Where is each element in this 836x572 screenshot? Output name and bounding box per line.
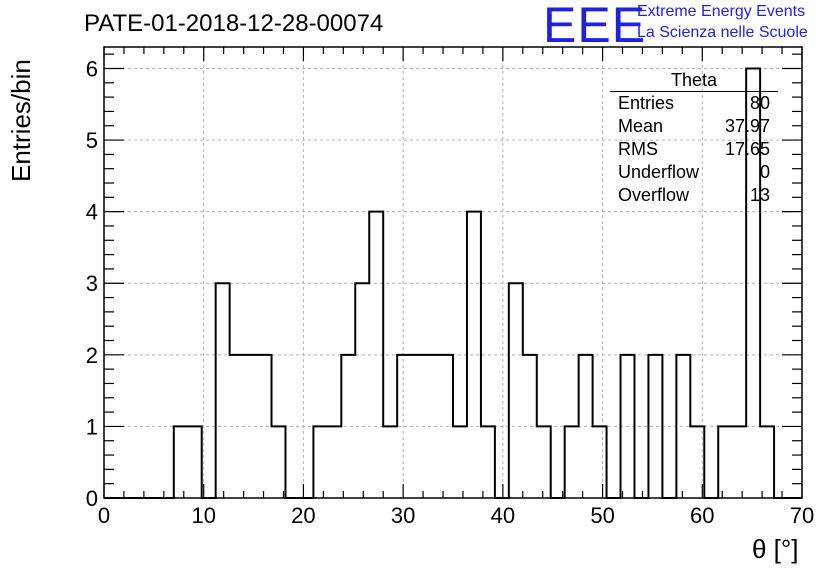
- stats-label: Overflow: [618, 185, 690, 205]
- histogram-bin: [467, 212, 481, 498]
- histogram-bin: [327, 426, 341, 498]
- stats-label: Entries: [618, 93, 675, 113]
- stats-row-mean: Mean 37.97: [610, 115, 778, 138]
- histogram-bin: [481, 426, 495, 498]
- histogram-bin: [453, 426, 467, 498]
- y-tick-label: 3: [86, 271, 98, 296]
- histogram-outline: [104, 67, 802, 499]
- histogram-bin: [509, 283, 523, 498]
- histogram-bin: [648, 355, 662, 498]
- x-tick-label: 20: [291, 503, 315, 528]
- histogram-bin: [397, 355, 411, 498]
- histogram-bin: [411, 355, 425, 498]
- stats-row-entries: Entries 80: [610, 92, 778, 115]
- histogram-bin: [425, 355, 439, 498]
- histogram-bin: [272, 426, 286, 498]
- stats-row-underflow: Underflow 0: [610, 161, 778, 184]
- stats-label: Underflow: [618, 162, 700, 182]
- histogram-bin: [439, 355, 453, 498]
- stats-label: Mean: [618, 116, 664, 136]
- y-axis-label: Entries/bin: [6, 59, 36, 182]
- stats-value: 0: [759, 162, 770, 182]
- histogram-bin: [355, 283, 369, 498]
- eee-logo: EEE: [543, 0, 647, 53]
- histogram-bin: [718, 426, 732, 498]
- stats-label: RMS: [618, 139, 658, 159]
- histogram-bin: [174, 426, 188, 498]
- histogram-bin: [593, 426, 607, 498]
- histogram-bin: [216, 283, 230, 498]
- histogram-bin: [230, 355, 244, 498]
- histogram-bin: [537, 426, 551, 498]
- chart-title: PATE-01-2018-12-28-00074: [84, 10, 384, 37]
- histogram-bin: [760, 426, 774, 498]
- histogram-bin: [313, 426, 327, 498]
- y-tick-label: 5: [86, 128, 98, 153]
- logo-subtitle-1: Extreme Energy Events: [637, 3, 806, 20]
- x-tick-label: 70: [790, 503, 814, 528]
- histogram-bin: [369, 212, 383, 498]
- histogram-bin: [579, 355, 593, 498]
- histogram-bin: [523, 355, 537, 498]
- stats-title: Theta: [610, 70, 778, 92]
- y-tick-label: 4: [86, 200, 98, 225]
- histogram-bin: [676, 355, 690, 498]
- logo-subtitle-2: La Scienza nelle Scuole: [637, 24, 808, 41]
- y-tick-label: 2: [86, 343, 98, 368]
- y-tick-label: 1: [86, 414, 98, 439]
- histogram-bin: [258, 355, 272, 498]
- y-tick-label: 0: [86, 486, 98, 511]
- y-tick-label: 6: [86, 56, 98, 81]
- histogram-bin: [188, 426, 202, 498]
- histogram-bin: [341, 355, 355, 498]
- x-axis-label: θ [°]: [752, 534, 799, 564]
- histogram-bin: [732, 426, 746, 498]
- histogram-bin: [244, 355, 258, 498]
- stats-value: 37.97: [724, 116, 770, 136]
- tick-labels: 0 10 20 30 40 50 60 70 0 1 2 3 4 5 6: [86, 56, 814, 528]
- stats-value: 17.65: [724, 139, 770, 159]
- histogram-bin: [383, 426, 397, 498]
- histogram-bin: [621, 355, 635, 498]
- x-tick-label: 10: [191, 503, 215, 528]
- stats-box: Theta Entries 80 Mean 37.97 RMS 17.65 Un…: [610, 70, 778, 207]
- stats-row-rms: RMS 17.65: [610, 138, 778, 161]
- x-tick-label: 50: [590, 503, 614, 528]
- axis-ticks: [103, 47, 803, 499]
- stats-row-overflow: Overflow 13: [610, 184, 778, 207]
- plot-frame: [103, 46, 803, 499]
- stats-value: 80: [749, 93, 770, 113]
- histogram-bin: [565, 426, 579, 498]
- x-tick-label: 30: [391, 503, 415, 528]
- x-tick-label: 40: [491, 503, 515, 528]
- x-tick-label: 60: [690, 503, 714, 528]
- stats-value: 13: [749, 185, 770, 205]
- histogram-bars: [104, 67, 802, 499]
- x-tick-label: 0: [98, 503, 110, 528]
